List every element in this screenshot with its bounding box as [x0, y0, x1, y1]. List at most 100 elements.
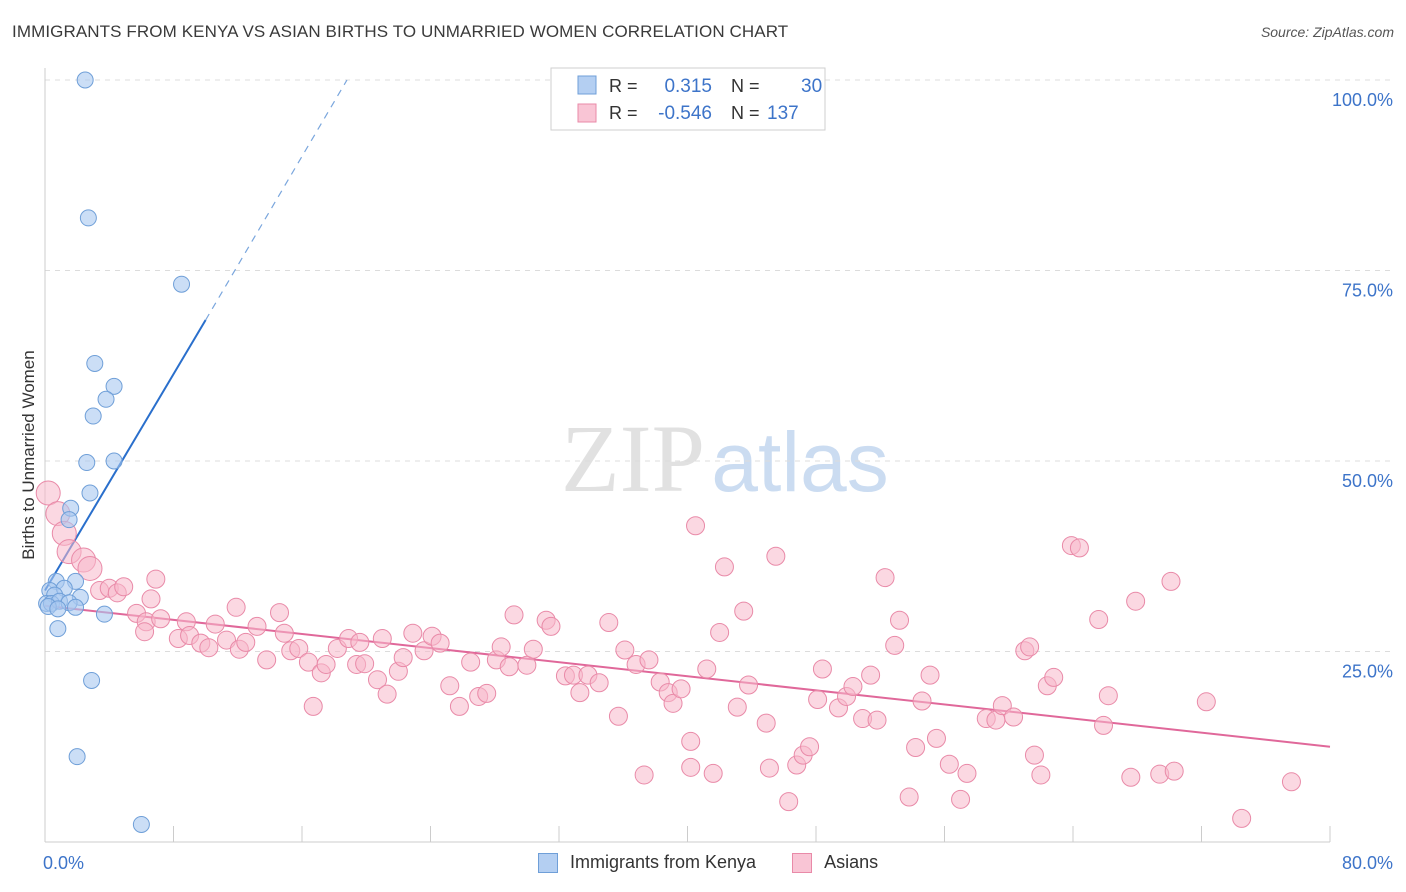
asians-point [1098, 686, 1118, 706]
asians-point [1089, 609, 1109, 629]
kenya-point [78, 454, 96, 472]
asians-point [812, 659, 832, 679]
stats-legend-swatch-pink [577, 103, 597, 123]
asians-point [135, 622, 155, 642]
asians-point [350, 632, 370, 652]
kenya-point [105, 452, 123, 470]
asians-point [739, 675, 759, 695]
asians-point [686, 516, 706, 536]
asians-point [912, 691, 932, 711]
asians-point [615, 640, 635, 660]
asians-point [247, 616, 267, 636]
asians-point [499, 657, 519, 677]
asians-point [608, 706, 628, 726]
stats-n-value-blue: 30 [801, 76, 822, 97]
asians-point [570, 683, 590, 703]
asians-point [504, 605, 524, 625]
asians-point [867, 710, 887, 730]
asians-point [697, 659, 717, 679]
y-tick-label: 75.0% [1342, 281, 1393, 301]
asians-point [808, 690, 828, 710]
asians-point [710, 622, 730, 642]
asians-point [861, 665, 881, 685]
legend-label-kenya: Immigrants from Kenya [570, 852, 757, 872]
asians-point [217, 630, 237, 650]
stats-r-label-pink: R = [609, 103, 638, 123]
asians-point [926, 728, 946, 748]
asians-point [1044, 667, 1064, 687]
asians-point [800, 737, 820, 757]
stats-r-value-pink: -0.546 [658, 103, 712, 124]
kenya-point [95, 605, 113, 623]
points-layer [35, 71, 1301, 833]
asians-point [634, 765, 654, 785]
asians-point [734, 601, 754, 621]
asians-point [517, 655, 537, 675]
asians-point [199, 638, 219, 658]
asians-point [367, 670, 387, 690]
y-axis-label: Births to Unmarried Women [19, 350, 38, 559]
asians-point [289, 638, 309, 658]
legend-swatch-kenya [538, 852, 558, 873]
kenya-point [97, 390, 115, 408]
asians-point [303, 696, 323, 716]
asians-point [681, 757, 701, 777]
asians-point [766, 546, 786, 566]
kenya-point [79, 209, 97, 227]
legend-item-kenya: Immigrants from Kenya [538, 852, 756, 873]
x-tick-label-min: 0.0% [43, 853, 84, 873]
kenya-point [81, 484, 99, 502]
kenya-point [84, 407, 102, 425]
asians-point [992, 696, 1012, 716]
x-tick-label-max: 80.0% [1342, 853, 1393, 873]
asians-point [779, 792, 799, 812]
asians-point [226, 597, 246, 617]
asians-point [146, 569, 166, 589]
asians-point [114, 577, 134, 597]
asians-point [257, 650, 277, 670]
asians-point [1069, 538, 1089, 558]
asians-point [1004, 707, 1024, 727]
kenya-point [76, 71, 94, 89]
asians-point [151, 609, 171, 629]
kenya-point [132, 815, 150, 833]
asians-point [589, 673, 609, 693]
watermark-atlas: atlas [711, 415, 888, 509]
asians-point [759, 758, 779, 778]
asians-point [372, 629, 392, 649]
asians-point [1020, 637, 1040, 657]
asians-point [1161, 571, 1181, 591]
asians-trend-line [44, 604, 1331, 748]
asians-point [377, 684, 397, 704]
kenya-point [68, 748, 86, 766]
legend-swatch-asians [792, 852, 813, 873]
asians-point [843, 677, 863, 697]
asians-point [1232, 808, 1252, 828]
asians-point [236, 632, 256, 652]
legend-label-asians: Asians [824, 852, 879, 872]
asians-point [1281, 772, 1301, 792]
asians-point [403, 623, 423, 643]
y-tick-label: 100.0% [1332, 90, 1393, 110]
stats-n-label-blue: N = [731, 76, 760, 96]
asians-point [885, 635, 905, 655]
asians-point [77, 555, 103, 581]
kenya-point [83, 671, 101, 689]
source-label: Source: ZipAtlas.com [1260, 24, 1394, 40]
asians-point [939, 754, 959, 774]
asians-point [599, 613, 619, 633]
asians-point [270, 603, 290, 623]
asians-point [1126, 591, 1146, 611]
asians-point [1196, 692, 1216, 712]
stats-r-label-blue: R = [609, 76, 638, 96]
legend-item-asians: Asians [792, 852, 878, 873]
asians-point [714, 557, 734, 577]
asians-point [663, 693, 683, 713]
asians-point [639, 650, 659, 670]
asians-point [393, 648, 413, 668]
asians-point [274, 623, 294, 643]
asians-point [1164, 761, 1184, 781]
asians-point [440, 676, 460, 696]
kenya-point [173, 275, 191, 293]
